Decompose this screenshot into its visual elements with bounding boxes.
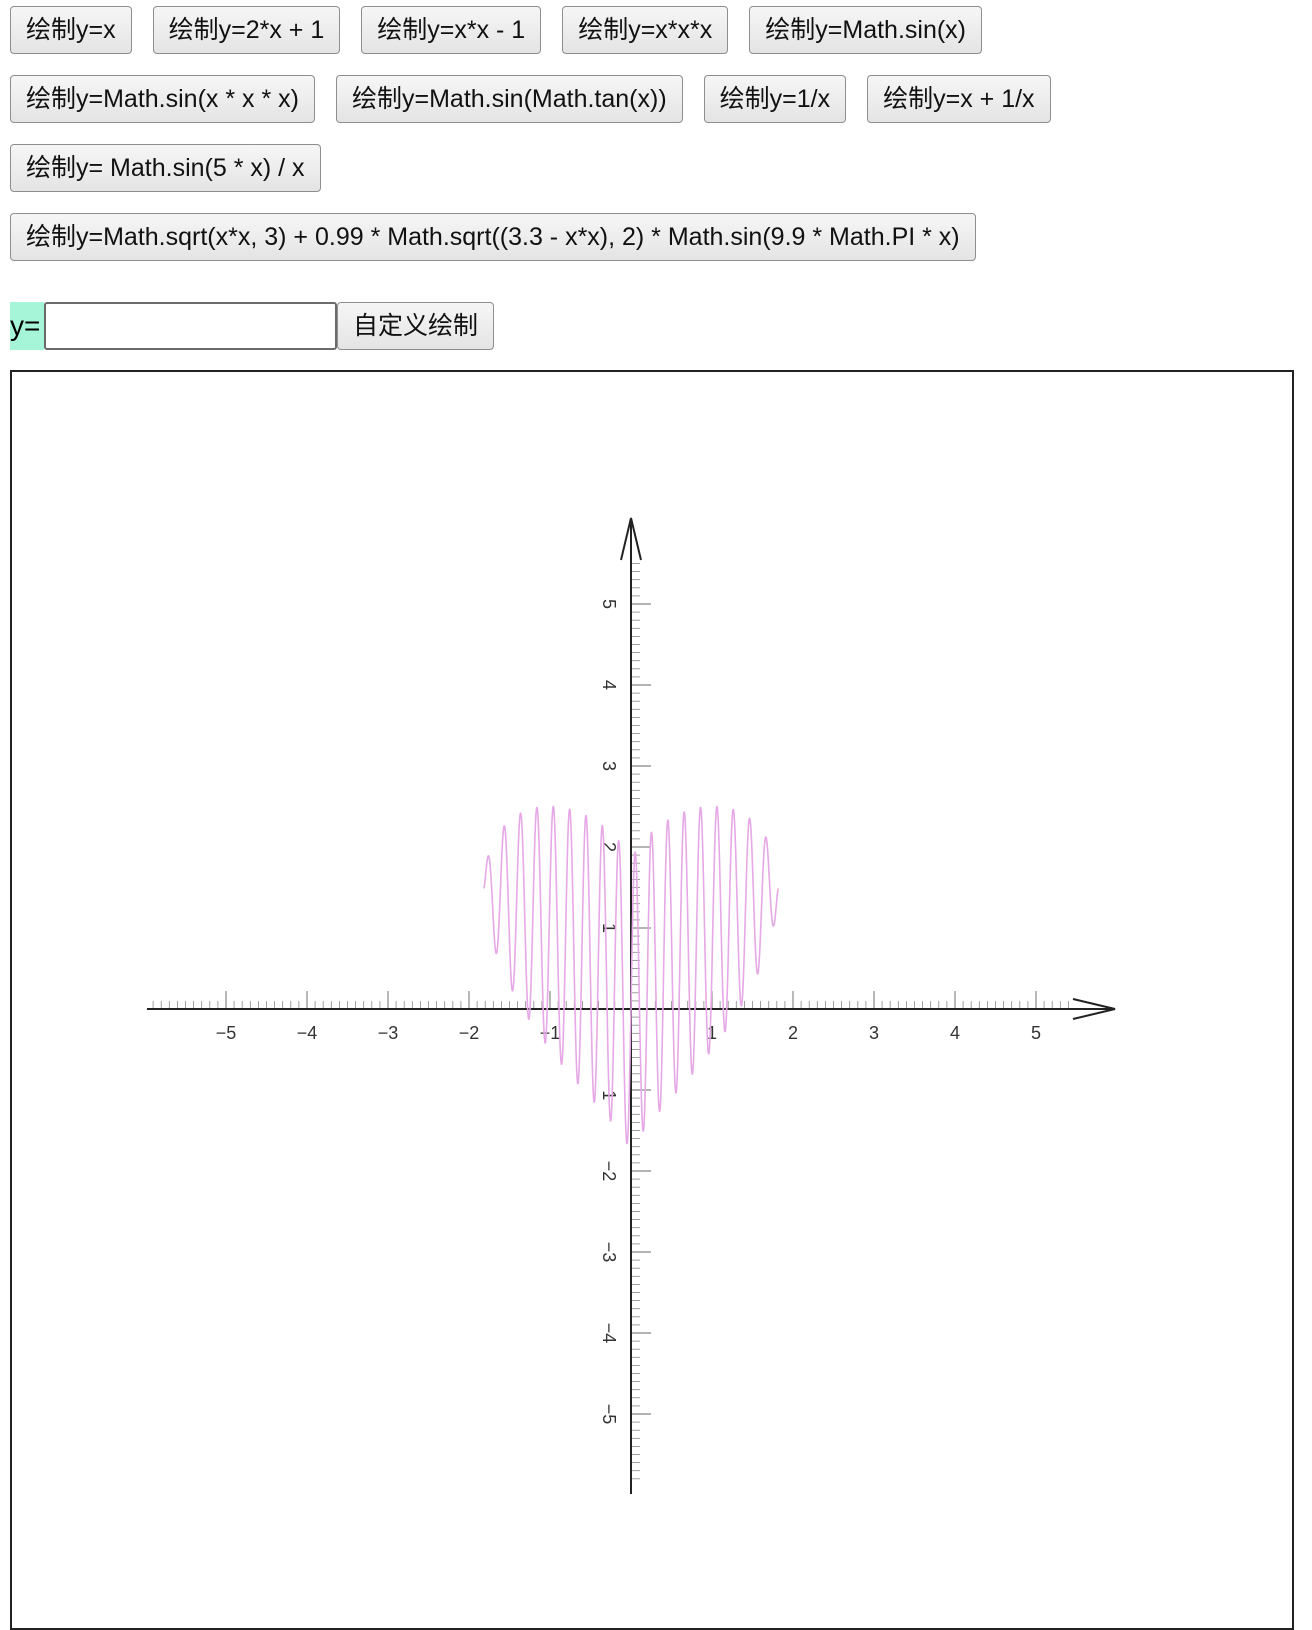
x-tick-label: −4 [297,1023,318,1043]
y-tick-label: 2 [599,842,619,852]
y-tick-label: −3 [599,1242,619,1263]
button-row-3: 绘制y= Math.sin(5 * x) / x [10,144,342,192]
plot-y-equals-x-button[interactable]: 绘制y=x [10,6,132,54]
x-tick-label: 4 [950,1023,960,1043]
y-tick-label: 4 [599,680,619,690]
x-tick-label: 2 [788,1023,798,1043]
plot-sinc-button[interactable]: 绘制y= Math.sin(5 * x) / x [10,144,321,192]
x-tick-label: 1 [707,1023,717,1043]
x-tick-label: −3 [378,1023,399,1043]
plot-sin-button[interactable]: 绘制y=Math.sin(x) [749,6,982,54]
button-row-4: 绘制y=Math.sqrt(x*x, 3) + 0.99 * Math.sqrt… [10,213,997,261]
plot-sin-tan-button[interactable]: 绘制y=Math.sin(Math.tan(x)) [335,75,683,123]
y-tick-label: −4 [599,1323,619,1344]
button-row-2: 绘制y=Math.sin(x * x * x) 绘制y=Math.sin(Mat… [10,75,1072,123]
custom-expression-prefix: y= [10,302,44,350]
x-tick-label: 5 [1031,1023,1041,1043]
y-tick-label: 5 [599,599,619,609]
y-tick-label: −2 [599,1161,619,1182]
custom-expression-input[interactable] [44,302,337,350]
plot-linear-button[interactable]: 绘制y=2*x + 1 [152,6,341,54]
plot-sin-cube-button[interactable]: 绘制y=Math.sin(x * x * x) [10,75,315,123]
x-axis-arrow [1072,998,1116,1020]
x-tick-label: −5 [216,1023,237,1043]
x-tick-label: −2 [459,1023,480,1043]
y-tick-label: −5 [599,1404,619,1425]
plot-x-plus-reciprocal-button[interactable]: 绘制y=x + 1/x [867,75,1051,123]
x-tick-label: −1 [540,1023,561,1043]
button-row-1: 绘制y=x 绘制y=2*x + 1 绘制y=x*x - 1 绘制y=x*x*x … [10,6,1003,54]
custom-plot-row: y= 自定义绘制 [10,302,495,350]
y-tick-label: 3 [599,761,619,771]
plot-heart-button[interactable]: 绘制y=Math.sqrt(x*x, 3) + 0.99 * Math.sqrt… [10,213,976,261]
plot-quadratic-button[interactable]: 绘制y=x*x - 1 [361,6,542,54]
plot-canvas[interactable]: −5 −4 −3 −2 −1 1 2 3 4 5 5 4 3 2 1 −1 −2 −3 −4 −5 [10,370,1294,1630]
heart-curve-series [483,805,779,1145]
plot-reciprocal-button[interactable]: 绘制y=1/x [703,75,847,123]
plot-cubic-button[interactable]: 绘制y=x*x*x [562,6,729,54]
y-axis-arrow [620,517,642,561]
x-tick-label: 3 [869,1023,879,1043]
y-tick-label: 1 [599,923,619,933]
custom-plot-button[interactable]: 自定义绘制 [337,302,495,350]
